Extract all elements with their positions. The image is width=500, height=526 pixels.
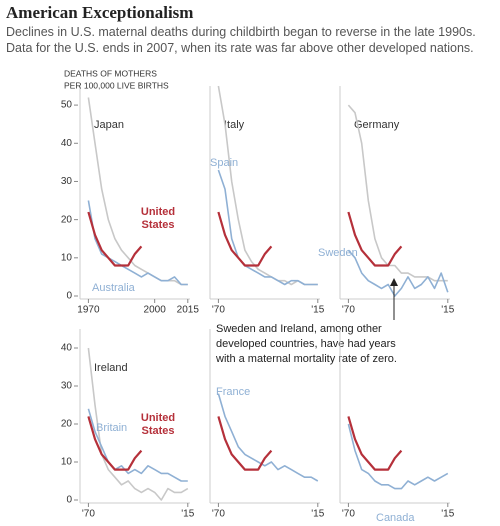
annotation-arrowhead — [390, 278, 398, 286]
series-label: Australia — [92, 282, 136, 294]
y-axis-label: DEATHS OF MOTHERS — [64, 68, 157, 78]
series-line — [87, 408, 188, 482]
x-tick-label: 1970 — [77, 305, 100, 316]
annotation: Sweden and Ireland, among other — [216, 323, 382, 335]
panel-title: Italy — [224, 119, 245, 131]
series-line — [87, 347, 189, 501]
panel-title: Ireland — [94, 362, 128, 374]
series-line — [87, 211, 143, 267]
y-tick-label: 20 — [61, 214, 73, 225]
x-tick-label: 2015 — [177, 305, 200, 316]
y-tick-label: 50 — [61, 100, 73, 111]
series-label: Britain — [96, 422, 127, 434]
series-line — [217, 416, 273, 471]
series-label: Spain — [210, 157, 238, 169]
x-tick-label: '70 — [212, 305, 225, 316]
y-axis-label: PER 100,000 LIVE BIRTHS — [64, 80, 169, 90]
y-tick-label: 0 — [66, 495, 72, 506]
series-line — [217, 169, 318, 286]
x-tick-label: '15 — [441, 305, 454, 316]
panel-title: Germany — [354, 119, 400, 131]
x-tick-label: '15 — [441, 509, 454, 520]
series-label: France — [216, 386, 250, 398]
series-label: United States — [140, 206, 176, 231]
y-tick-label: 10 — [61, 252, 73, 263]
series-line — [217, 85, 318, 286]
x-tick-label: '15 — [311, 305, 324, 316]
x-tick-label: '70 — [342, 509, 355, 520]
y-tick-label: 40 — [61, 343, 73, 354]
series-line — [347, 416, 403, 471]
series-line — [217, 393, 319, 482]
y-tick-label: 30 — [61, 381, 73, 392]
series-label: United States — [140, 412, 176, 437]
x-tick-label: '70 — [82, 509, 95, 520]
y-tick-label: 40 — [61, 138, 73, 149]
series-line — [87, 416, 143, 471]
series-line — [87, 97, 188, 286]
series-line — [217, 211, 273, 267]
series-label: Sweden — [318, 247, 358, 259]
series-label: Canada — [376, 512, 415, 524]
title: American Exceptionalism — [6, 3, 194, 22]
series-line — [347, 249, 449, 297]
panel-title: Japan — [94, 119, 124, 131]
series-label-box: United States — [140, 412, 176, 437]
series-line — [347, 423, 449, 490]
y-tick-label: 20 — [61, 419, 73, 430]
series-line — [347, 211, 403, 267]
series-label-box: United States — [140, 206, 176, 231]
x-tick-label: '70 — [342, 305, 355, 316]
x-tick-label: '15 — [311, 509, 324, 520]
series-line — [87, 200, 188, 286]
x-tick-label: '15 — [181, 509, 194, 520]
series-line — [347, 104, 448, 282]
x-tick-label: '70 — [212, 509, 225, 520]
x-tick-label: 2000 — [144, 305, 167, 316]
annotation: with a maternal mortality rate of zero. — [215, 353, 397, 365]
y-tick-label: 10 — [61, 457, 73, 468]
annotation: developed countries, have had years — [216, 338, 396, 350]
y-tick-label: 0 — [66, 291, 72, 302]
y-tick-label: 30 — [61, 176, 73, 187]
subtitle: Declines in U.S. maternal deaths during … — [6, 25, 476, 55]
